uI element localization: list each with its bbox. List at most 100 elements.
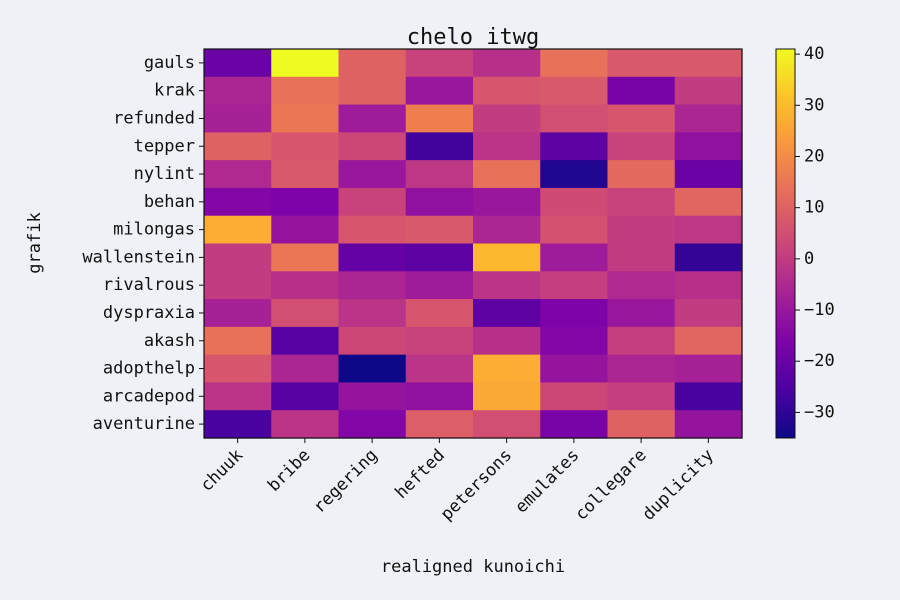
row-label-rivalrous: rivalrous: [103, 275, 195, 295]
heatmap-cell-arcadepod-collegare: [607, 382, 676, 411]
heatmap-cell-rivalrous-hefted: [405, 271, 474, 300]
column-label-chuuk: chuuk: [197, 445, 247, 495]
colorbar: [775, 48, 796, 439]
heatmap-cell-nylint-bribe: [271, 160, 340, 189]
heatmap-cell-aventurine-duplicity: [674, 410, 743, 439]
x-axis-label: realigned kunoichi: [381, 557, 565, 577]
colorbar-tick-label: 40: [804, 44, 824, 64]
row-label-gauls: gauls: [144, 53, 195, 73]
heatmap-cell-nylint-petersons: [473, 160, 541, 189]
heatmap-cell-gauls-chuuk: [204, 49, 272, 78]
heatmap-cell-wallenstein-emulates: [540, 243, 609, 272]
heatmap-cell-tepper-bribe: [271, 132, 340, 161]
heatmap-cell-wallenstein-regering: [338, 243, 407, 272]
colorbar-ticks: 40 30 20 10 0 −10 −20 −30: [795, 44, 835, 422]
heatmap-cell-aventurine-collegare: [607, 410, 676, 439]
row-label-adopthelp: adopthelp: [103, 359, 195, 379]
heatmap-cell-refunded-duplicity: [674, 104, 743, 133]
heatmap-cell-rivalrous-chuuk: [204, 271, 272, 300]
heatmap-cell-milongas-regering: [338, 215, 407, 245]
heatmap-cell-milongas-emulates: [540, 215, 609, 245]
heatmap-cell-tepper-chuuk: [204, 132, 272, 161]
heatmap-cell-arcadepod-chuuk: [204, 382, 272, 411]
heatmap-cell-rivalrous-petersons: [473, 271, 541, 300]
heatmap-cell-aventurine-emulates: [540, 410, 609, 439]
row-label-dyspraxia: dyspraxia: [103, 303, 195, 323]
row-labels: gauls krak refunded tepper nylint behan milong…: [82, 53, 204, 434]
heatmap-cell-akash-regering: [338, 326, 407, 356]
plot-frame: [203, 48, 743, 439]
heatmap-cell-dyspraxia-collegare: [607, 299, 676, 328]
column-label-emulates: emulates: [511, 445, 583, 517]
heatmap-cell-akash-hefted: [405, 326, 474, 356]
heatmap-cell-aventurine-regering: [338, 410, 407, 439]
heatmap-cell-krak-bribe: [271, 76, 340, 106]
heatmap-cell-refunded-emulates: [540, 104, 609, 133]
heatmap-cell-refunded-petersons: [473, 104, 541, 133]
heatmap-cell-akash-bribe: [271, 326, 340, 356]
heatmap-cell-dyspraxia-regering: [338, 299, 407, 328]
heatmap-cell-gauls-emulates: [540, 49, 609, 78]
heatmap-cell-gauls-collegare: [607, 49, 676, 78]
heatmap-cell-nylint-emulates: [540, 160, 609, 189]
heatmap-cell-aventurine-chuuk: [204, 410, 272, 439]
column-label-collegare: collegare: [571, 445, 650, 524]
heatmap-cell-krak-duplicity: [674, 76, 743, 106]
heatmap-cell-milongas-duplicity: [674, 215, 743, 245]
colorbar-tick-label: 10: [804, 198, 824, 218]
heatmap-cell-nylint-regering: [338, 160, 407, 189]
heatmap-cell-tepper-emulates: [540, 132, 609, 161]
colorbar-tick-label: −30: [804, 402, 835, 422]
heatmap-cell-krak-collegare: [607, 76, 676, 106]
heatmap-cell-arcadepod-hefted: [405, 382, 474, 411]
heatmap-cell-behan-hefted: [405, 187, 474, 217]
row-label-akash: akash: [144, 331, 195, 351]
heatmap-cell-akash-emulates: [540, 326, 609, 356]
heatmap-cell-aventurine-hefted: [405, 410, 474, 439]
heatmap-cell-behan-chuuk: [204, 187, 272, 217]
heatmap-cell-dyspraxia-emulates: [540, 299, 609, 328]
heatmap-cell-tepper-regering: [338, 132, 407, 161]
heatmap-cell-akash-petersons: [473, 326, 541, 356]
heatmap-cell-nylint-hefted: [405, 160, 474, 189]
y-axis-label: grafik: [25, 212, 45, 273]
heatmap-cell-gauls-bribe: [271, 49, 340, 78]
heatmap-cell-behan-regering: [338, 187, 407, 217]
column-label-regering: regering: [310, 445, 382, 517]
heatmap-cell-gauls-petersons: [473, 49, 541, 78]
column-label-bribe: bribe: [264, 445, 314, 495]
heatmap-cell-wallenstein-collegare: [607, 243, 676, 272]
heatmap-cell-behan-petersons: [473, 187, 541, 217]
heatmap-cell-rivalrous-duplicity: [674, 271, 743, 300]
heatmap-cell-adopthelp-emulates: [540, 354, 609, 384]
heatmap-cell-wallenstein-hefted: [405, 243, 474, 272]
colorbar-tick-label: 20: [804, 146, 824, 166]
heatmap-cell-rivalrous-regering: [338, 271, 407, 300]
heatmap-cell-dyspraxia-petersons: [473, 299, 541, 328]
heatmap-cell-milongas-hefted: [405, 215, 474, 245]
heatmap-cell-wallenstein-duplicity: [674, 243, 743, 272]
row-label-arcadepod: arcadepod: [103, 386, 195, 406]
heatmap-cell-gauls-duplicity: [674, 49, 743, 78]
row-label-nylint: nylint: [134, 164, 195, 184]
heatmap-cell-krak-hefted: [405, 76, 474, 106]
heatmap-cell-milongas-bribe: [271, 215, 340, 245]
heatmap-cell-adopthelp-hefted: [405, 354, 474, 384]
heatmap-cell-tepper-duplicity: [674, 132, 743, 161]
heatmap-cell-arcadepod-petersons: [473, 382, 541, 411]
heatmap-cell-refunded-hefted: [405, 104, 474, 133]
heatmap-cell-milongas-chuuk: [204, 215, 272, 245]
heatmap-cell-refunded-bribe: [271, 104, 340, 133]
heatmap-cell-behan-collegare: [607, 187, 676, 217]
heatmap-cell-tepper-collegare: [607, 132, 676, 161]
heatmap-cell-nylint-duplicity: [674, 160, 743, 189]
colorbar-tick-label: 0: [804, 249, 814, 269]
heatmap-cell-krak-chuuk: [204, 76, 272, 106]
heatmap-cell-adopthelp-bribe: [271, 354, 340, 384]
row-label-krak: krak: [154, 81, 195, 101]
heatmap-cell-rivalrous-emulates: [540, 271, 609, 300]
heatmap-cell-wallenstein-chuuk: [204, 243, 272, 272]
colorbar-tick-label: −20: [804, 351, 835, 371]
